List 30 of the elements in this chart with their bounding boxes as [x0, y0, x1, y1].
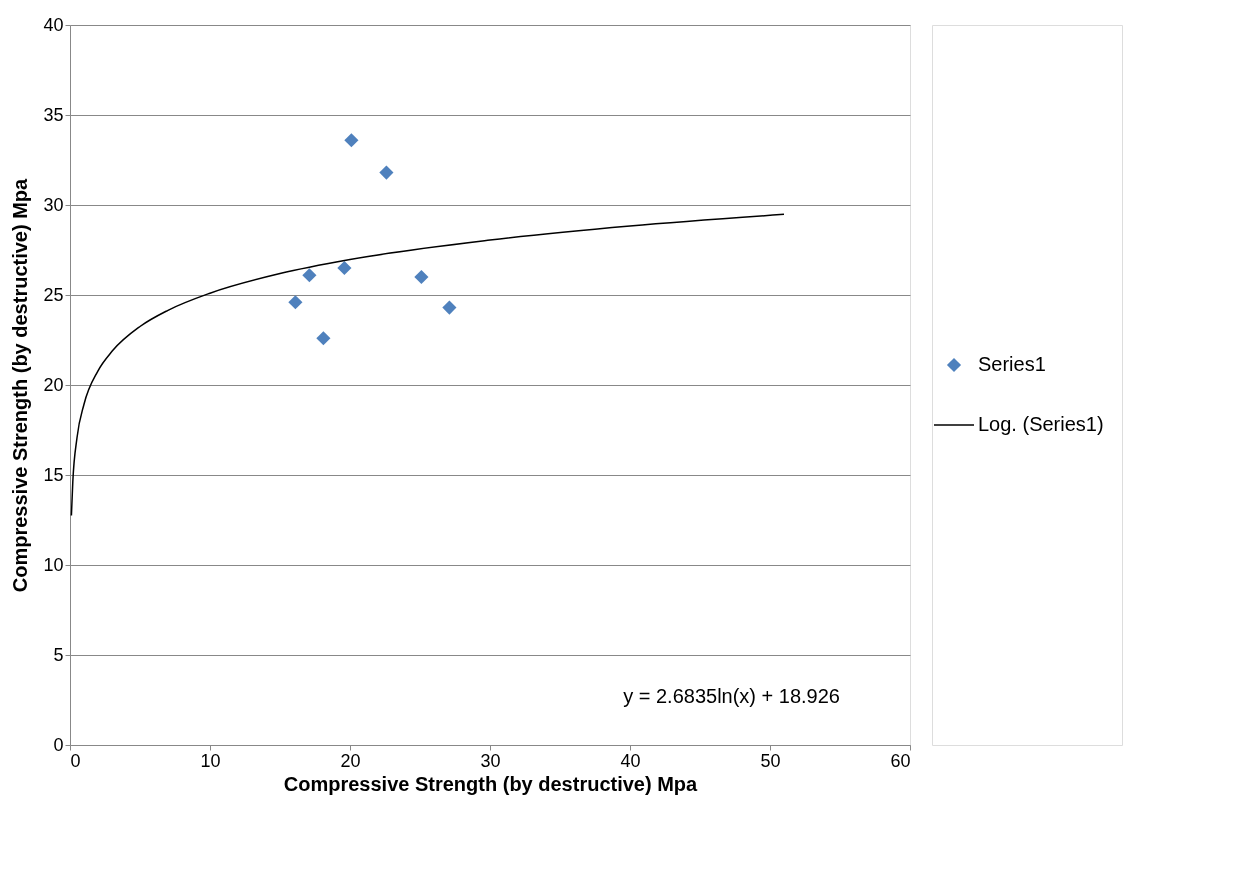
y-tick-label: 20: [43, 374, 64, 395]
line-series: [70, 213, 785, 517]
x-tick-label: 40: [620, 750, 641, 771]
point: [344, 133, 359, 148]
point: [288, 295, 303, 310]
point: [316, 331, 331, 346]
y-tick-label: 35: [43, 104, 64, 125]
y-tick-label: 25: [43, 284, 64, 305]
x-tick-label: 60: [890, 750, 911, 771]
y-axis-title: Compressive Strength (by destructive) Mpa: [9, 177, 32, 593]
x-tick-label: 20: [340, 750, 361, 771]
x-tick-label: 30: [480, 750, 501, 771]
y-tick-label: 0: [53, 734, 64, 755]
legend-label: Series1: [978, 353, 1046, 375]
y-tick-label: 30: [43, 194, 64, 215]
y-tick-label: 15: [43, 464, 64, 485]
point: [337, 260, 352, 276]
y-tick-label: 40: [43, 14, 64, 35]
point: [414, 269, 429, 285]
y-tick-label: 10: [43, 554, 64, 575]
x-axis-title: Compressive Strength (by destructive) Mpa: [283, 772, 699, 795]
x-tick-label: 50: [760, 750, 781, 771]
point: [442, 300, 457, 315]
annotation: y = 2.6835ln(x) + 18.926: [623, 685, 840, 707]
point: [379, 165, 394, 180]
point: [302, 268, 317, 283]
x-tick-label: 10: [200, 750, 221, 771]
y-tick-label: 5: [53, 644, 64, 665]
x-tick-label: 0: [70, 750, 81, 771]
legend-label: Log. (Series1): [978, 413, 1104, 435]
